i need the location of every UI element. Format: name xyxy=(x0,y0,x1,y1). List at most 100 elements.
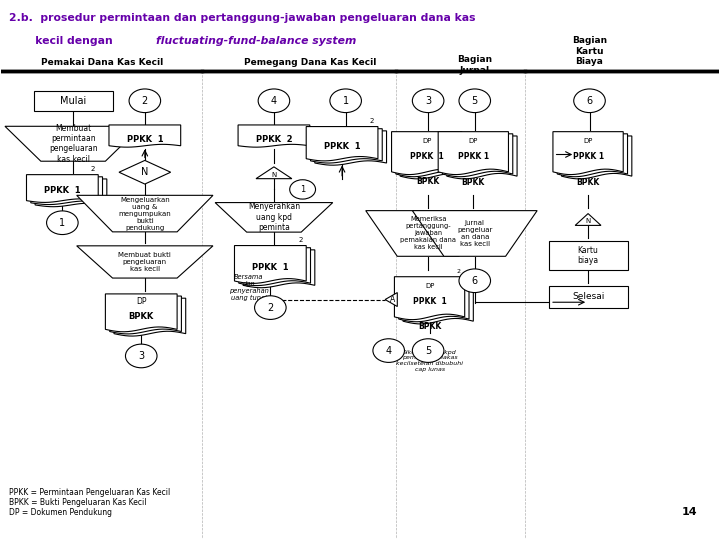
Polygon shape xyxy=(447,136,517,179)
Text: 1: 1 xyxy=(343,96,348,106)
Polygon shape xyxy=(553,132,624,174)
Text: 1: 1 xyxy=(300,185,305,194)
Text: PPKK 1: PPKK 1 xyxy=(572,152,603,161)
Text: PPKK  1: PPKK 1 xyxy=(127,134,163,144)
Text: kecil dengan: kecil dengan xyxy=(9,36,116,45)
Text: 2: 2 xyxy=(142,96,148,106)
Text: PPKK 1: PPKK 1 xyxy=(458,152,489,161)
Text: 2: 2 xyxy=(298,237,302,243)
Text: DP: DP xyxy=(136,298,146,307)
Polygon shape xyxy=(557,134,628,177)
Text: Bersama
dgn
penyerahan
uang tunai: Bersama dgn penyerahan uang tunai xyxy=(229,274,269,301)
Polygon shape xyxy=(395,276,464,320)
Polygon shape xyxy=(413,211,537,256)
Text: Pemakai Dana Kas Kecil: Pemakai Dana Kas Kecil xyxy=(40,58,163,67)
Polygon shape xyxy=(77,246,213,278)
Text: DP: DP xyxy=(583,138,593,144)
Circle shape xyxy=(289,180,315,199)
Circle shape xyxy=(258,89,289,113)
Text: 14: 14 xyxy=(681,507,697,517)
Text: PPKK  1: PPKK 1 xyxy=(324,142,361,151)
Polygon shape xyxy=(396,134,466,177)
Circle shape xyxy=(255,296,286,320)
Text: N: N xyxy=(585,218,590,224)
Text: BPKK: BPKK xyxy=(416,177,440,186)
Polygon shape xyxy=(5,126,141,161)
Text: PPKK  2: PPKK 2 xyxy=(256,134,292,144)
Polygon shape xyxy=(443,134,513,177)
Circle shape xyxy=(125,344,157,368)
Polygon shape xyxy=(31,177,102,205)
Text: DP: DP xyxy=(469,138,478,144)
Text: fluctuating-fund-balance system: fluctuating-fund-balance system xyxy=(156,36,356,45)
Polygon shape xyxy=(306,126,378,161)
Polygon shape xyxy=(77,195,213,232)
Text: 3: 3 xyxy=(138,351,144,361)
Polygon shape xyxy=(239,248,310,286)
Text: 6: 6 xyxy=(472,276,478,286)
Polygon shape xyxy=(35,179,107,207)
Polygon shape xyxy=(109,296,181,334)
Polygon shape xyxy=(403,281,473,324)
Text: 3: 3 xyxy=(425,96,431,106)
Text: Kartu
biaya: Kartu biaya xyxy=(577,246,598,265)
Text: BPKK: BPKK xyxy=(129,312,154,321)
Text: 2: 2 xyxy=(370,118,374,124)
Polygon shape xyxy=(119,160,171,184)
Text: 2: 2 xyxy=(267,302,274,313)
Polygon shape xyxy=(438,132,508,174)
Text: Membuat bukti
pengeluaran
kas kecil: Membuat bukti pengeluaran kas kecil xyxy=(118,252,171,272)
Circle shape xyxy=(459,269,490,293)
Polygon shape xyxy=(243,250,315,288)
Polygon shape xyxy=(575,214,601,225)
Circle shape xyxy=(129,89,161,113)
Text: 5: 5 xyxy=(472,96,478,106)
Text: BPKK: BPKK xyxy=(418,322,441,331)
Text: PPKK  1: PPKK 1 xyxy=(252,263,289,272)
Text: Pemegang Dana Kas Kecil: Pemegang Dana Kas Kecil xyxy=(243,58,376,67)
Text: 1: 1 xyxy=(59,218,66,228)
Text: DP: DP xyxy=(425,283,434,289)
Text: Selesai: Selesai xyxy=(572,292,604,301)
Text: 2: 2 xyxy=(90,166,94,172)
Polygon shape xyxy=(256,167,292,179)
Text: Dikembalikankpd
pemakai danakas
kecilsetelah dibubuhi
cap lunas: Dikembalikankpd pemakai danakas kecilset… xyxy=(396,349,463,372)
Text: 4: 4 xyxy=(271,96,277,106)
Circle shape xyxy=(373,339,405,362)
FancyBboxPatch shape xyxy=(549,286,628,308)
Polygon shape xyxy=(399,279,469,322)
Text: 6: 6 xyxy=(587,96,593,106)
Circle shape xyxy=(330,89,361,113)
Text: PPKK  1: PPKK 1 xyxy=(410,152,444,161)
Text: Memeriksa
pertanggung-
jawaban
pemakaian dana
kas kecil: Memeriksa pertanggung- jawaban pemakaian… xyxy=(400,217,456,251)
Circle shape xyxy=(413,339,444,362)
Text: Membuat
permintaan
pengeluaran
kas kecil: Membuat permintaan pengeluaran kas kecil xyxy=(49,124,97,164)
Text: PPKK = Permintaan Pengeluaran Kas Kecil
BPKK = Bukti Pengeluaran Kas Kecil
DP = : PPKK = Permintaan Pengeluaran Kas Kecil … xyxy=(9,488,170,517)
Text: PPKK  1: PPKK 1 xyxy=(413,298,446,306)
Text: N: N xyxy=(141,167,148,177)
Polygon shape xyxy=(27,174,98,202)
Text: N: N xyxy=(271,172,276,178)
Polygon shape xyxy=(105,294,177,332)
Polygon shape xyxy=(235,246,306,284)
Polygon shape xyxy=(392,132,462,174)
Polygon shape xyxy=(215,202,333,232)
Text: Bagian
Kartu
Biaya: Bagian Kartu Biaya xyxy=(572,36,607,66)
Text: Bagian
Jurnal: Bagian Jurnal xyxy=(457,55,492,75)
Polygon shape xyxy=(400,136,470,179)
FancyBboxPatch shape xyxy=(34,91,112,111)
Circle shape xyxy=(574,89,606,113)
Circle shape xyxy=(459,89,490,113)
Text: 2: 2 xyxy=(457,269,461,274)
Text: Mulai: Mulai xyxy=(60,96,86,106)
Polygon shape xyxy=(385,293,397,307)
Text: Jurnal
pengeluar
an dana
kas kecil: Jurnal pengeluar an dana kas kecil xyxy=(457,220,492,247)
Polygon shape xyxy=(562,136,632,179)
Text: 5: 5 xyxy=(425,346,431,355)
Polygon shape xyxy=(366,211,490,256)
Polygon shape xyxy=(310,129,382,163)
Text: BPKK: BPKK xyxy=(577,178,600,187)
Polygon shape xyxy=(114,298,186,336)
Text: Menyerahkan
uang kpd
peminta: Menyerahkan uang kpd peminta xyxy=(248,202,300,232)
Text: BPKK: BPKK xyxy=(462,178,485,187)
